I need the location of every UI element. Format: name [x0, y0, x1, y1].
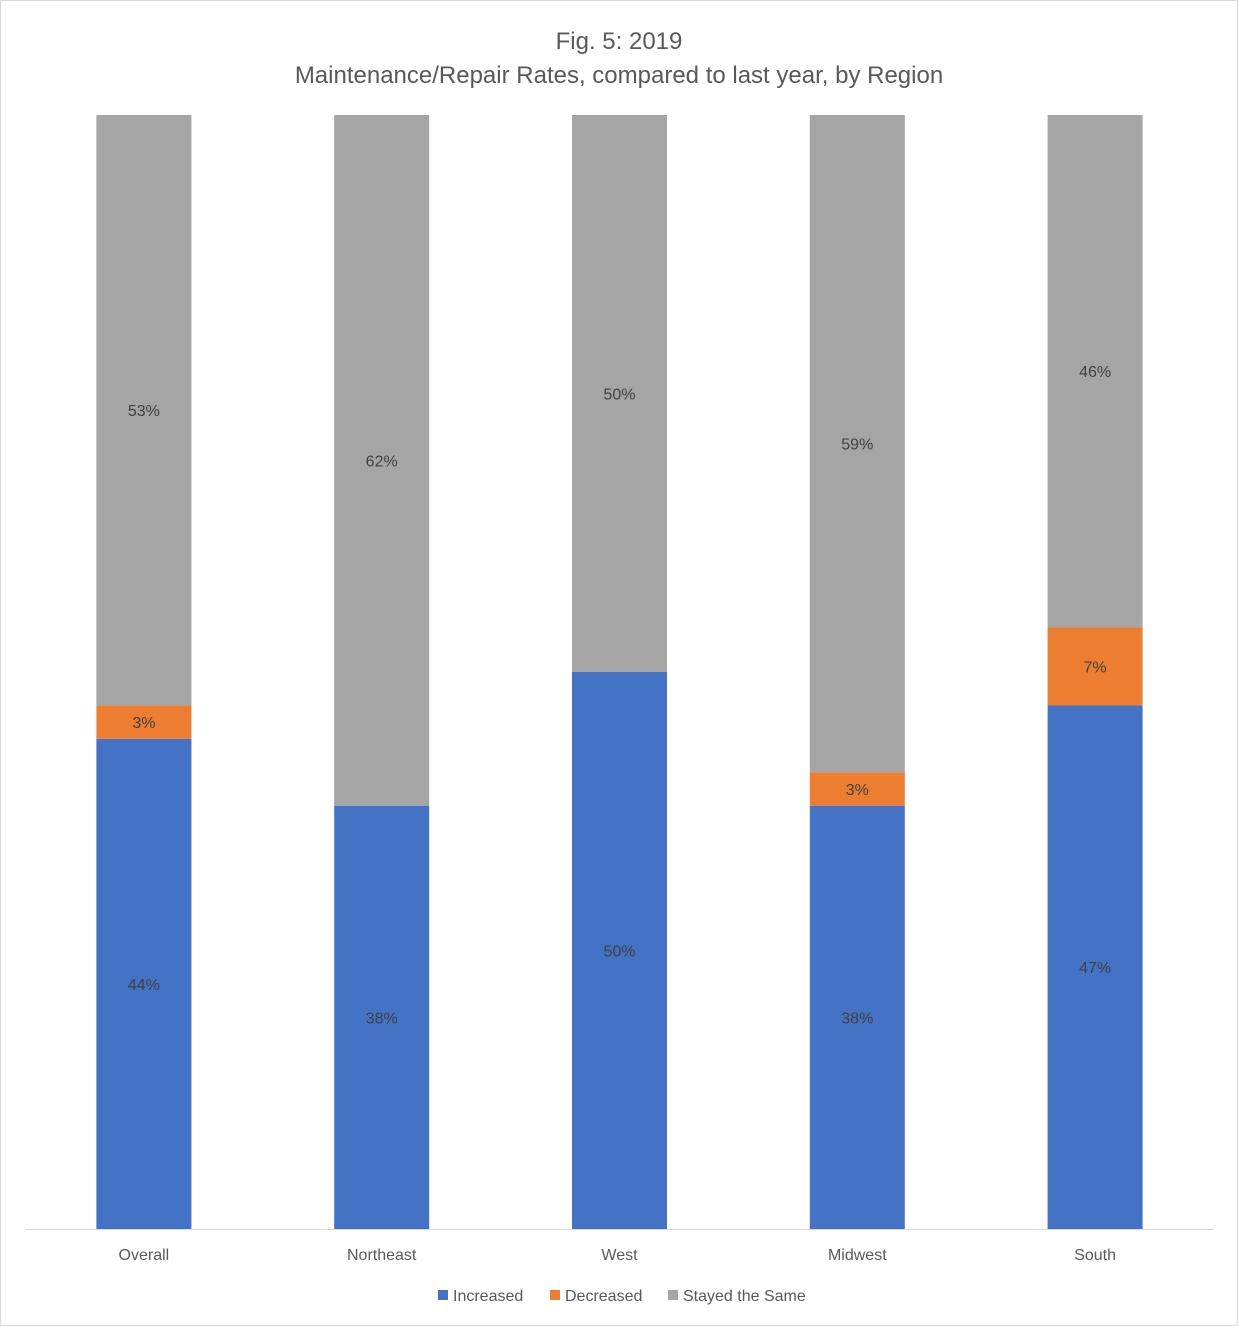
category-label-overall: Overall — [119, 1247, 170, 1264]
chart-title: Fig. 5: 2019 Maintenance/Repair Rates, c… — [1, 25, 1237, 93]
data-label-overall-decreased: 3% — [132, 715, 155, 732]
legend-label-decreased: Decreased — [565, 1288, 642, 1305]
category-label-west: West — [601, 1247, 638, 1264]
data-label-midwest-stayed-the-same: 59% — [841, 437, 873, 454]
data-label-south-increased: 47% — [1079, 960, 1111, 977]
bar-segment-overall-stayed-the-same — [96, 115, 192, 706]
chart-subtitle-line: Maintenance/Repair Rates, compared to la… — [294, 62, 944, 89]
bar-segment-northeast-stayed-the-same — [334, 115, 430, 806]
legend-swatch-stayed-the-same — [668, 1290, 678, 1300]
data-label-midwest-decreased: 3% — [846, 782, 869, 799]
bar-segment-west-stayed-the-same — [572, 115, 667, 672]
legend-swatch-decreased — [550, 1290, 560, 1300]
bar-segment-midwest-increased — [809, 805, 905, 1229]
data-label-west-stayed-the-same: 50% — [603, 387, 635, 404]
data-label-west-increased: 50% — [603, 944, 635, 961]
bar-segment-overall-increased — [96, 738, 192, 1229]
data-label-northeast-stayed-the-same: 62% — [366, 453, 398, 470]
data-label-northeast-increased: 38% — [366, 1010, 398, 1027]
legend-label-stayed-the-same: Stayed the Same — [683, 1288, 806, 1305]
data-label-south-stayed-the-same: 46% — [1079, 364, 1111, 381]
bar-segment-midwest-stayed-the-same — [809, 115, 905, 773]
category-label-northeast: Northeast — [347, 1247, 417, 1264]
bar-segment-overall-decreased — [96, 705, 192, 739]
legend-label-increased: Increased — [453, 1288, 523, 1305]
bar-segment-south-stayed-the-same — [1047, 115, 1143, 628]
data-label-overall-increased: 44% — [128, 977, 160, 994]
bar-segment-south-increased — [1047, 705, 1143, 1229]
data-label-overall-stayed-the-same: 53% — [128, 403, 160, 420]
chart-title-line: Fig. 5: 2019 — [555, 28, 683, 55]
data-label-midwest-increased: 38% — [841, 1010, 873, 1027]
data-label-south-decreased: 7% — [1084, 659, 1107, 676]
legend-swatch-increased — [438, 1290, 448, 1300]
bar-segment-south-decreased — [1047, 627, 1143, 706]
bar-segment-northeast-increased — [334, 805, 430, 1229]
category-label-midwest: Midwest — [828, 1247, 887, 1264]
category-label-south: South — [1074, 1247, 1116, 1264]
bar-segment-west-increased — [572, 672, 667, 1229]
bar-segment-midwest-decreased — [809, 772, 905, 806]
